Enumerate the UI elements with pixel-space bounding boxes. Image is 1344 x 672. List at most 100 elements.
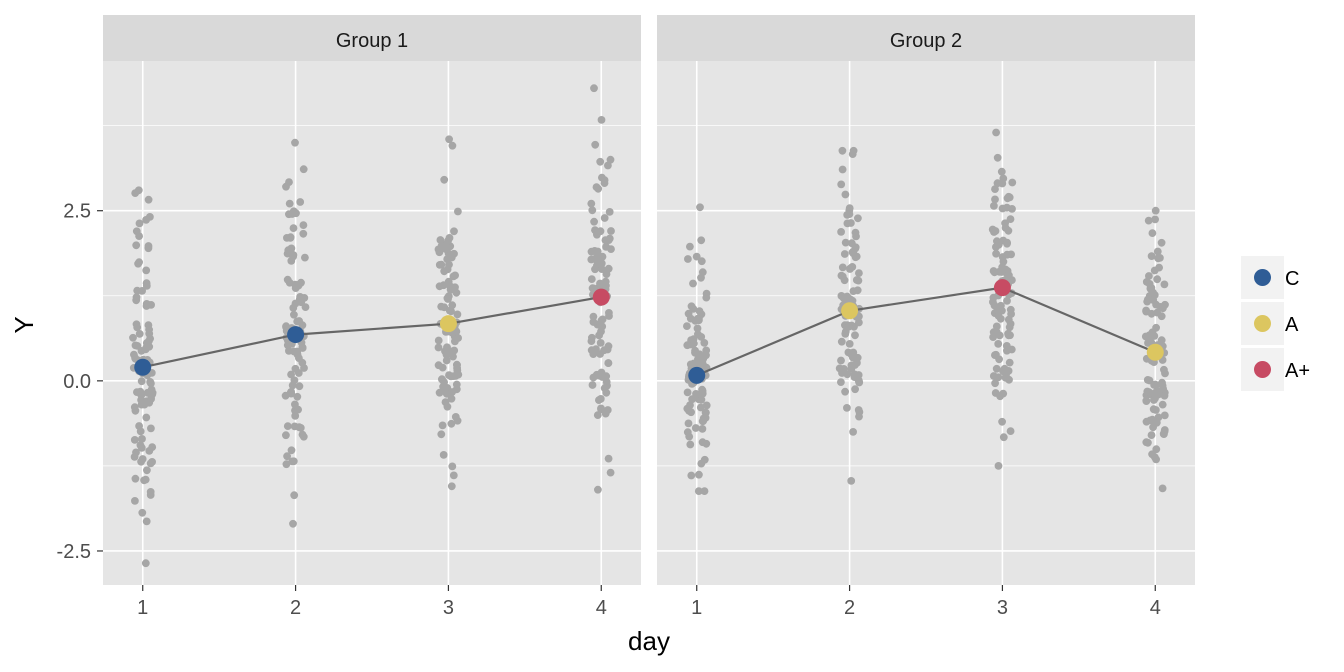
jitter-point: [135, 232, 144, 241]
jitter-point: [289, 519, 297, 528]
jitter-point: [435, 261, 444, 269]
jitter-point: [847, 239, 856, 248]
jitter-point: [130, 453, 139, 461]
jitter-point: [689, 279, 697, 288]
jitter-point: [604, 264, 613, 273]
jitter-point: [837, 378, 845, 386]
jitter-point: [693, 324, 702, 333]
panel-background: [103, 61, 641, 585]
jitter-point: [137, 400, 146, 409]
jitter-point: [1158, 400, 1167, 409]
jitter-point: [1144, 339, 1152, 347]
jitter-point: [295, 280, 303, 289]
mean-point-c: [688, 366, 706, 384]
jitter-point: [146, 459, 155, 468]
jitter-point: [841, 190, 850, 199]
jitter-point: [1145, 272, 1153, 280]
jitter-point: [687, 302, 696, 311]
jitter-point: [290, 491, 299, 500]
jitter-point: [1007, 310, 1015, 318]
jitter-point: [698, 387, 707, 395]
jitter-point: [697, 257, 706, 266]
jitter-point: [142, 282, 151, 290]
jitter-point: [851, 385, 859, 394]
jitter-point: [838, 165, 847, 174]
jitter-point: [1147, 252, 1156, 260]
jitter-point: [1002, 342, 1011, 350]
jitter-point: [284, 246, 293, 255]
jitter-point: [1155, 263, 1163, 272]
jitter-point: [701, 414, 710, 422]
jitter-point: [142, 413, 151, 422]
jitter-point: [443, 402, 452, 411]
jitter-point: [142, 216, 151, 224]
jitter-point: [686, 401, 694, 409]
jitter-point: [691, 424, 700, 432]
jitter-point: [851, 331, 859, 340]
jitter-point: [135, 330, 144, 338]
jitter-point: [285, 178, 293, 187]
jitter-point: [434, 336, 443, 345]
jitter-point: [133, 342, 142, 350]
jitter-point: [992, 243, 1000, 251]
jitter-point: [131, 189, 140, 198]
x-tick-label: 1: [691, 597, 702, 619]
jitter-point: [1143, 376, 1152, 384]
jitter-point: [854, 406, 863, 414]
x-axis-title: day: [628, 626, 670, 656]
jitter-point: [143, 466, 151, 475]
jitter-points: [129, 84, 615, 568]
legend-swatch: [1254, 269, 1271, 286]
jitter-point: [134, 259, 143, 268]
jitter-point: [294, 369, 303, 377]
jitter-point: [990, 202, 998, 210]
jitter-point: [588, 333, 596, 342]
jitter-point: [1153, 308, 1162, 317]
jitter-point: [1008, 178, 1017, 187]
jitter-point: [1149, 405, 1158, 414]
jitter-point: [991, 227, 1000, 235]
jitter-point: [855, 378, 864, 387]
jitter-point: [695, 307, 704, 315]
jitter-point: [596, 157, 605, 166]
y-axis-title: Y: [9, 316, 39, 333]
jitter-point: [434, 245, 443, 254]
jitter-point: [1154, 387, 1163, 396]
jitter-point: [843, 219, 852, 228]
jitter-point: [290, 376, 299, 385]
legend-label: A+: [1285, 360, 1310, 382]
jitter-point: [1001, 373, 1010, 382]
jitter-point: [997, 301, 1005, 310]
jitter-point: [841, 387, 849, 396]
jitter-point: [995, 331, 1004, 340]
jitter-point: [854, 214, 862, 223]
jitter-point: [445, 306, 454, 315]
jitter-point: [698, 438, 707, 447]
jitter-point: [998, 179, 1007, 188]
jitter-point: [144, 242, 153, 250]
jitter-point: [683, 388, 692, 397]
jitter-point: [147, 301, 156, 309]
jitter-point: [597, 327, 605, 336]
jitter-point: [849, 428, 857, 436]
jitter-point: [596, 227, 605, 236]
jitter-point: [1160, 427, 1169, 436]
jitter-point: [287, 389, 296, 398]
jitter-point: [289, 304, 298, 312]
jitter-point: [600, 214, 609, 222]
jitter-point: [144, 195, 153, 204]
jitter-point: [607, 227, 615, 235]
jitter-point: [841, 238, 850, 247]
jitter-point: [299, 165, 308, 174]
jitter-point: [837, 228, 845, 236]
jitter-point: [145, 447, 154, 455]
jitter-point: [136, 441, 145, 450]
jitter-point: [990, 301, 999, 310]
jitter-point: [690, 360, 699, 369]
jitter-point: [1151, 215, 1159, 224]
jitter-point: [289, 224, 298, 233]
mean-point-c: [287, 326, 305, 344]
jitter-point: [838, 272, 847, 281]
jitter-point: [602, 378, 611, 386]
